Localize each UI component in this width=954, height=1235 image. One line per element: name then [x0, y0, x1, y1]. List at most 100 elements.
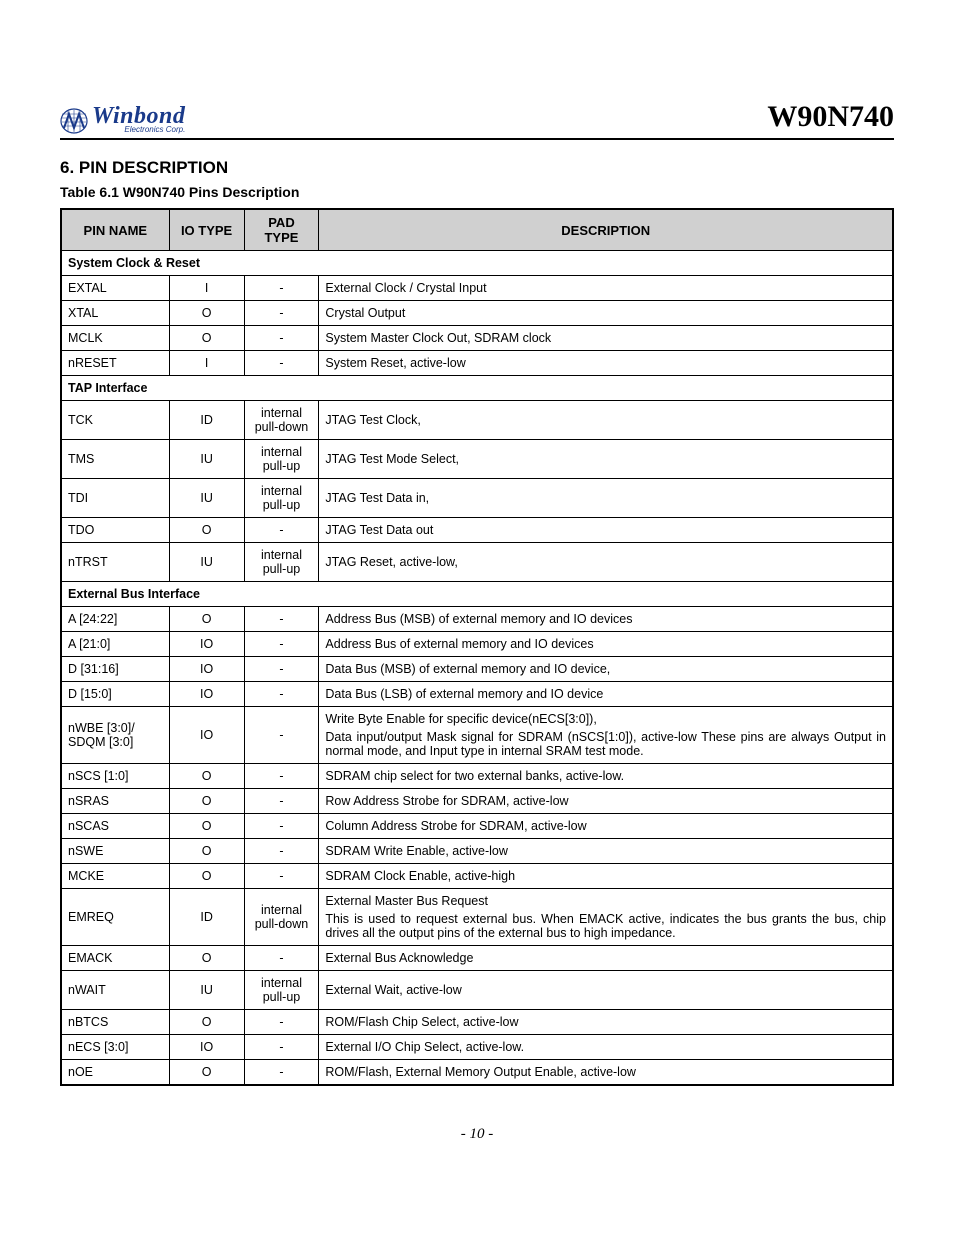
cell-pad-type: - — [244, 864, 319, 889]
cell-pin-name: EMACK — [61, 946, 169, 971]
cell-pad-type: - — [244, 351, 319, 376]
cell-description: Data Bus (MSB) of external memory and IO… — [319, 657, 893, 682]
cell-pin-name: D [15:0] — [61, 682, 169, 707]
cell-pad-type: - — [244, 326, 319, 351]
col-header-pad-type: PAD TYPE — [244, 209, 319, 251]
col-header-pin-name: PIN NAME — [61, 209, 169, 251]
cell-description: External Clock / Crystal Input — [319, 276, 893, 301]
cell-pad-type: - — [244, 1010, 319, 1035]
cell-pad-type: - — [244, 789, 319, 814]
cell-io-type: I — [169, 351, 244, 376]
cell-io-type: O — [169, 864, 244, 889]
cell-io-type: ID — [169, 401, 244, 440]
cell-pin-name: TMS — [61, 440, 169, 479]
table-row: nECS [3:0]IO-External I/O Chip Select, a… — [61, 1035, 893, 1060]
cell-description: Data Bus (LSB) of external memory and IO… — [319, 682, 893, 707]
cell-io-type: O — [169, 814, 244, 839]
cell-description: ROM/Flash, External Memory Output Enable… — [319, 1060, 893, 1086]
cell-pin-name: A [24:22] — [61, 607, 169, 632]
cell-pin-name: nOE — [61, 1060, 169, 1086]
cell-description: JTAG Test Clock, — [319, 401, 893, 440]
cell-pin-name: nTRST — [61, 543, 169, 582]
table-row: MCLKO-System Master Clock Out, SDRAM clo… — [61, 326, 893, 351]
cell-pin-name: nSRAS — [61, 789, 169, 814]
cell-description: System Master Clock Out, SDRAM clock — [319, 326, 893, 351]
cell-io-type: I — [169, 276, 244, 301]
cell-pad-type: - — [244, 814, 319, 839]
cell-description: Write Byte Enable for specific device(nE… — [319, 707, 893, 764]
table-body: System Clock & ResetEXTALI-External Cloc… — [61, 251, 893, 1086]
cell-description: JTAG Test Mode Select, — [319, 440, 893, 479]
cell-io-type: O — [169, 326, 244, 351]
cell-pad-type: - — [244, 301, 319, 326]
cell-pad-type: - — [244, 1060, 319, 1086]
table-row: TMSIUinternal pull-upJTAG Test Mode Sele… — [61, 440, 893, 479]
cell-pad-type: internal pull-down — [244, 401, 319, 440]
cell-pad-type: - — [244, 682, 319, 707]
table-section-heading: TAP Interface — [61, 376, 893, 401]
cell-io-type: O — [169, 518, 244, 543]
table-section-heading: External Bus Interface — [61, 582, 893, 607]
cell-pad-type: - — [244, 607, 319, 632]
table-row: XTALO-Crystal Output — [61, 301, 893, 326]
table-row: nRESETI-System Reset, active-low — [61, 351, 893, 376]
cell-description: SDRAM Clock Enable, active-high — [319, 864, 893, 889]
cell-pad-type: - — [244, 657, 319, 682]
cell-pin-name: XTAL — [61, 301, 169, 326]
cell-pin-name: nWBE [3:0]/ SDQM [3:0] — [61, 707, 169, 764]
cell-io-type: O — [169, 301, 244, 326]
chip-title: W90N740 — [767, 100, 894, 134]
cell-description: SDRAM Write Enable, active-low — [319, 839, 893, 864]
table-row: EMREQIDinternal pull-downExternal Master… — [61, 889, 893, 946]
cell-pin-name: nSCAS — [61, 814, 169, 839]
table-row: MCKEO-SDRAM Clock Enable, active-high — [61, 864, 893, 889]
cell-pin-name: A [21:0] — [61, 632, 169, 657]
cell-io-type: IO — [169, 1035, 244, 1060]
cell-description: External Wait, active-low — [319, 971, 893, 1010]
cell-pad-type: internal pull-up — [244, 440, 319, 479]
table-row: EXTALI-External Clock / Crystal Input — [61, 276, 893, 301]
table-row: nTRSTIUinternal pull-upJTAG Reset, activ… — [61, 543, 893, 582]
cell-pin-name: EXTAL — [61, 276, 169, 301]
col-header-description: DESCRIPTION — [319, 209, 893, 251]
cell-pad-type: - — [244, 839, 319, 864]
cell-io-type: IU — [169, 479, 244, 518]
cell-pad-type: - — [244, 946, 319, 971]
table-row: nWBE [3:0]/ SDQM [3:0]IO-Write Byte Enab… — [61, 707, 893, 764]
table-title: Table 6.1 W90N740 Pins Description — [60, 184, 894, 200]
cell-description: JTAG Test Data in, — [319, 479, 893, 518]
logo-text: Winbond Electronics Corp. — [92, 104, 185, 134]
cell-description: System Reset, active-low — [319, 351, 893, 376]
cell-description: External Master Bus RequestThis is used … — [319, 889, 893, 946]
cell-pin-name: EMREQ — [61, 889, 169, 946]
logo-sub-text: Electronics Corp. — [92, 126, 185, 134]
table-row: nWAITIUinternal pull-upExternal Wait, ac… — [61, 971, 893, 1010]
table-row: nSRASO-Row Address Strobe for SDRAM, act… — [61, 789, 893, 814]
table-row: nSCS [1:0]O-SDRAM chip select for two ex… — [61, 764, 893, 789]
table-row: A [24:22]O-Address Bus (MSB) of external… — [61, 607, 893, 632]
cell-description: SDRAM chip select for two external banks… — [319, 764, 893, 789]
cell-io-type: IU — [169, 543, 244, 582]
cell-pin-name: nRESET — [61, 351, 169, 376]
table-row: TDIIUinternal pull-upJTAG Test Data in, — [61, 479, 893, 518]
col-header-io-type: IO TYPE — [169, 209, 244, 251]
cell-pad-type: - — [244, 1035, 319, 1060]
cell-description: External I/O Chip Select, active-low. — [319, 1035, 893, 1060]
cell-pin-name: TDI — [61, 479, 169, 518]
cell-description: JTAG Reset, active-low, — [319, 543, 893, 582]
table-header: PIN NAME IO TYPE PAD TYPE DESCRIPTION — [61, 209, 893, 251]
section-title: 6. PIN DESCRIPTION — [60, 158, 894, 178]
cell-io-type: O — [169, 1060, 244, 1086]
cell-description: Row Address Strobe for SDRAM, active-low — [319, 789, 893, 814]
table-row: A [21:0]IO-Address Bus of external memor… — [61, 632, 893, 657]
cell-io-type: O — [169, 607, 244, 632]
cell-description: ROM/Flash Chip Select, active-low — [319, 1010, 893, 1035]
table-row: nBTCSO-ROM/Flash Chip Select, active-low — [61, 1010, 893, 1035]
cell-description: JTAG Test Data out — [319, 518, 893, 543]
page-footer: - 10 - — [60, 1126, 894, 1143]
cell-description: Address Bus of external memory and IO de… — [319, 632, 893, 657]
cell-io-type: ID — [169, 889, 244, 946]
page-container: Winbond Electronics Corp. W90N740 6. PIN… — [0, 0, 954, 1183]
table-row: TCKIDinternal pull-downJTAG Test Clock, — [61, 401, 893, 440]
cell-pin-name: MCLK — [61, 326, 169, 351]
